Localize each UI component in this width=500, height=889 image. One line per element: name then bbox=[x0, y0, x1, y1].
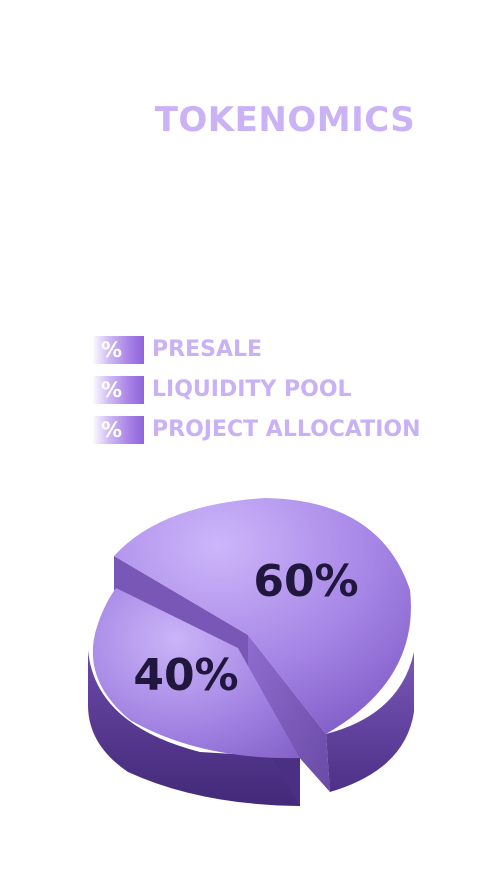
legend-label: PROJECT ALLOCATION bbox=[152, 417, 421, 442]
legend-percent-box: % bbox=[92, 416, 144, 444]
legend-label: LIQUIDITY POOL bbox=[152, 377, 352, 402]
pie-slice-label-60: 60% bbox=[253, 556, 358, 607]
pie-slice-40-side bbox=[88, 650, 300, 806]
legend-percent-box: % bbox=[92, 376, 144, 404]
legend-percent: % bbox=[100, 378, 122, 402]
legend-percent: % bbox=[100, 338, 122, 362]
page-title: TOKENOMICS bbox=[154, 100, 416, 140]
legend-percent-box: % bbox=[92, 336, 144, 364]
pie-slice-40 bbox=[88, 588, 300, 806]
pie-slice-60-cut-face bbox=[248, 635, 330, 792]
pie-slice-label-40: 40% bbox=[133, 650, 238, 701]
pie-slice-40-top bbox=[92, 588, 300, 759]
legend-label: PRESALE bbox=[152, 337, 263, 362]
legend-percent: % bbox=[100, 418, 122, 442]
pie-slice-60-top bbox=[114, 498, 411, 734]
pie-slice-60-side bbox=[326, 652, 414, 792]
